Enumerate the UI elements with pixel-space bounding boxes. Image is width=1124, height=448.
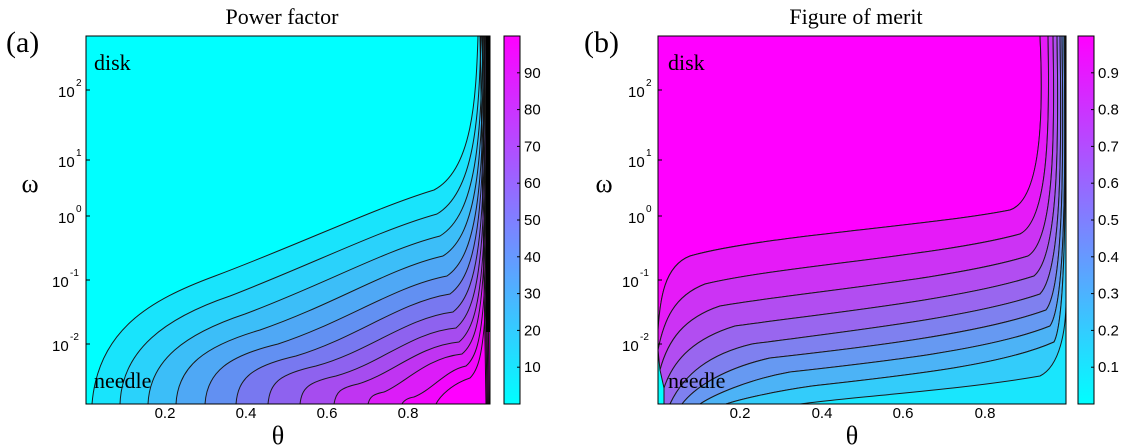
svg-text:10: 10: [58, 154, 75, 171]
panel-b-y-tick: 10 -2: [622, 332, 662, 355]
panel-a-y-tick: 10 -2: [52, 332, 90, 355]
panel-a-x-tick: 0.4: [236, 405, 257, 422]
panel-a-colorbar-ticks: 10 20 30 40 50 60 70 80 90: [517, 65, 541, 376]
svg-text:10: 10: [58, 84, 75, 101]
svg-text:-1: -1: [640, 268, 649, 279]
panel-a-x-tick: 0.8: [398, 405, 419, 422]
panel-b-x-axis: 0.2 0.4 0.6 0.8 θ: [730, 405, 996, 448]
svg-text:10: 10: [52, 338, 69, 355]
panel-b-colorbar-ticks: 0.1 0.2 0.3 0.4 0.5 0.6 0.7 0.8 0.9: [1091, 65, 1119, 376]
colorbar-tick-label: 0.4: [1098, 249, 1119, 266]
panel-a-label: (a): [6, 26, 39, 59]
panel-a-y-tick: 10 2: [58, 78, 90, 101]
colorbar-tick-label: 0.2: [1098, 322, 1119, 339]
svg-text:0: 0: [646, 204, 652, 215]
colorbar-tick-label: 0.1: [1098, 359, 1119, 376]
svg-text:10: 10: [628, 84, 645, 101]
svg-text:-2: -2: [70, 332, 79, 343]
svg-text:10: 10: [58, 210, 75, 227]
panel-b-y-tick: 10 1: [628, 148, 662, 171]
svg-text:-2: -2: [640, 332, 649, 343]
svg-text:2: 2: [76, 78, 82, 89]
panel-b-frame: [657, 35, 1067, 405]
panel-b-colorbar: 0.1 0.2 0.3 0.4 0.5 0.6 0.7 0.8 0.9: [1077, 35, 1119, 405]
panel-b-x-tick: 0.8: [975, 405, 996, 422]
panel-b-x-tick: 0.2: [730, 405, 751, 422]
panel-a-x-tick: 0.2: [155, 405, 176, 422]
pf-edge-line: [481, 35, 488, 405]
panel-a-ylabel: ω: [21, 169, 38, 198]
panel-a-x-axis: 0.2 0.4 0.6 0.8 θ: [155, 405, 419, 448]
pf-edge-line: [483, 35, 489, 405]
colorbar-tick-label: 0.7: [1098, 138, 1119, 155]
panel-a-plot: disk needle: [85, 35, 491, 405]
svg-text:10: 10: [628, 210, 645, 227]
colorbar-tick-label: 20: [524, 322, 541, 339]
panel-b-y-tick: 10 -1: [622, 268, 662, 291]
panel-a-frame: [85, 35, 491, 405]
panel-b-ylabel: ω: [595, 169, 612, 198]
pf-edge-line: [479, 35, 487, 405]
panel-a-y-tick: 10 0: [58, 204, 90, 227]
svg-text:10: 10: [622, 274, 639, 291]
panel-b-y-tick: 10 2: [628, 78, 662, 101]
panel-b-xlabel: θ: [846, 421, 858, 448]
panel-a-annotation-disk: disk: [94, 50, 131, 75]
svg-text:10: 10: [628, 154, 645, 171]
pf-edge-black: [486, 36, 490, 332]
panel-b-title: Figure of merit: [789, 4, 922, 29]
svg-text:1: 1: [76, 148, 82, 159]
panel-b-annotation-needle: needle: [668, 368, 725, 393]
svg-text:10: 10: [52, 274, 69, 291]
panel-b-x-tick: 0.6: [893, 405, 914, 422]
svg-text:2: 2: [646, 78, 652, 89]
colorbar-tick-label: 10: [524, 359, 541, 376]
colorbar-tick-label: 0.9: [1098, 65, 1119, 82]
panel-b: (b) Figure of merit disk needle ω 10: [584, 4, 1119, 448]
colorbar-tick-label: 80: [524, 102, 541, 119]
panel-a: (a) Power factor: [6, 4, 541, 448]
panel-b-y-tick: 10 0: [628, 204, 662, 227]
panel-a-xlabel: θ: [272, 421, 284, 448]
panel-a-x-tick: 0.6: [317, 405, 338, 422]
svg-text:-1: -1: [70, 268, 79, 279]
fom-band-0: [799, 299, 1067, 405]
panel-b-plot: disk needle: [657, 35, 1067, 405]
panel-b-x-tick: 0.4: [812, 405, 833, 422]
colorbar-tick-label: 60: [524, 175, 541, 192]
colorbar-tick-label: 40: [524, 249, 541, 266]
panel-a-y-tick: 10 -1: [52, 268, 90, 291]
colorbar-tick-label: 50: [524, 212, 541, 229]
colorbar-tick-label: 30: [524, 286, 541, 303]
svg-text:10: 10: [622, 338, 639, 355]
panel-b-label: (b): [584, 26, 619, 59]
colorbar-tick-label: 70: [524, 138, 541, 155]
colorbar-tick-label: 0.8: [1098, 102, 1119, 119]
svg-text:1: 1: [646, 148, 652, 159]
panel-a-y-tick: 10 1: [58, 148, 90, 171]
fom-band-1: [725, 35, 1067, 405]
panel-a-annotation-needle: needle: [94, 368, 151, 393]
colorbar-tick-label: 0.6: [1098, 175, 1119, 192]
panel-a-title: Power factor: [225, 4, 339, 29]
svg-text:0: 0: [76, 204, 82, 215]
colorbar-tick-label: 90: [524, 65, 541, 82]
panel-b-y-axis: ω 10 2 10 1 10 0 10 -1: [595, 78, 662, 355]
colorbar-tick-label: 0.3: [1098, 286, 1119, 303]
panel-a-colorbar: 10 20 30 40 50 60 70 80 90: [503, 35, 541, 405]
panel-a-y-axis: ω 10 2 10 1 10 0 10 -1: [21, 78, 90, 355]
colorbar-tick-label: 0.5: [1098, 212, 1119, 229]
panel-b-annotation-disk: disk: [668, 50, 705, 75]
